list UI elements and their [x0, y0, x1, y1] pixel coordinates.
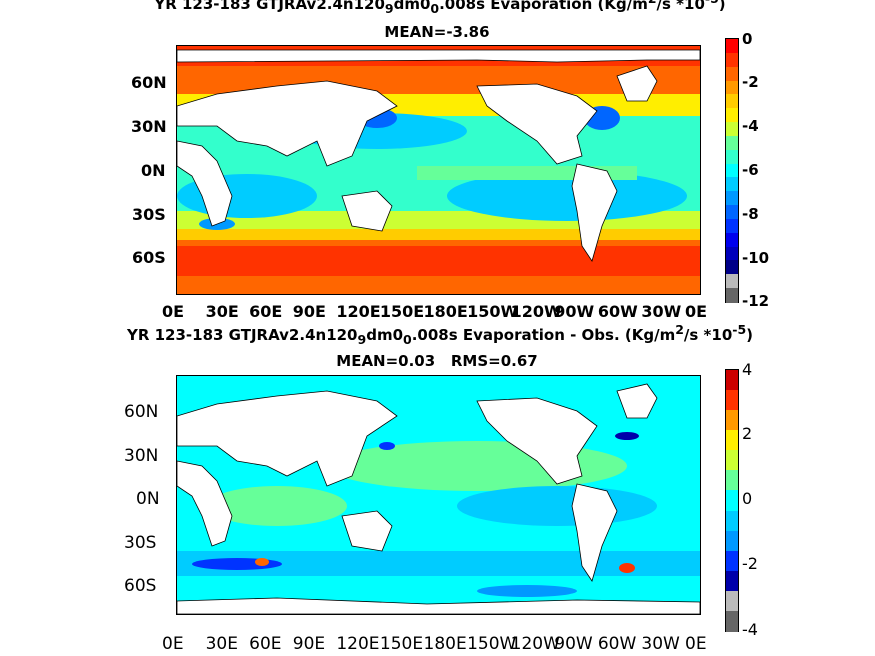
- lon-tick: 30W: [641, 634, 680, 654]
- colorbar: [725, 38, 739, 303]
- colorbar: [725, 369, 739, 632]
- colorbar-segment: [726, 246, 738, 262]
- colorbar-segment: [726, 490, 738, 512]
- colorbar-tick: 2: [742, 424, 753, 443]
- colorbar-segment: [726, 232, 738, 248]
- panel1-title: YR 123-183 GTJRAv2.4n1209dm00.008s Evapo…: [154, 0, 726, 16]
- colorbar-segment: [726, 205, 738, 220]
- colorbar-segment: [726, 94, 738, 109]
- colorbar-segment: [726, 108, 738, 123]
- colorbar-segment: [726, 450, 738, 472]
- lat-tick-30n: 30N: [131, 117, 167, 136]
- evaporation-map: [176, 45, 701, 295]
- panel2-subtitle: MEAN=0.03 RMS=0.67: [336, 352, 538, 370]
- lon-tick: 60E: [249, 634, 282, 654]
- colorbar-segment: [726, 218, 738, 234]
- lat-tick-60s: 60S: [132, 248, 166, 267]
- colorbar-segment: [726, 390, 738, 411]
- colorbar-tick: -4: [742, 620, 758, 639]
- colorbar-segment: [726, 288, 738, 303]
- colorbar-segment: [726, 177, 738, 193]
- evaporation-bias-map: [176, 375, 701, 615]
- panel1-subtitle: MEAN=-3.86: [384, 23, 490, 41]
- colorbar-segment: [726, 274, 738, 289]
- colorbar-segment: [726, 149, 738, 165]
- lon-tick: 30E: [205, 302, 239, 321]
- colorbar-segment: [726, 470, 738, 492]
- colorbar-segment: [726, 80, 738, 96]
- lon-tick: 120E: [336, 634, 380, 654]
- lat-tick-30n: 30N: [124, 446, 159, 466]
- lon-tick: 90W: [554, 302, 595, 321]
- lon-tick: 180E: [423, 302, 468, 321]
- colorbar-segment: [726, 410, 738, 431]
- colorbar-segment: [726, 135, 738, 151]
- colorbar-tick: -6: [742, 161, 759, 179]
- lon-tick: 60W: [597, 634, 637, 654]
- lon-tick: 30W: [641, 302, 682, 321]
- colorbar-tick: -2: [742, 73, 759, 91]
- lon-tick: 120W: [510, 302, 562, 321]
- colorbar-tick: -12: [742, 292, 770, 310]
- lat-tick-60s: 60S: [124, 576, 157, 596]
- colorbar-segment: [726, 191, 738, 206]
- colorbar-segment: [726, 122, 738, 137]
- colorbar-segment: [726, 590, 738, 612]
- colorbar-tick: 0: [742, 489, 753, 508]
- lon-tick: 0E: [685, 302, 708, 321]
- lat-tick-0n: 0N: [136, 489, 160, 509]
- lon-tick: 0E: [685, 634, 707, 654]
- colorbar-segment: [726, 260, 738, 276]
- lon-tick: 150E: [379, 634, 424, 654]
- colorbar-segment: [726, 530, 738, 552]
- colorbar-tick: -8: [742, 205, 759, 223]
- colorbar-tick: 4: [742, 360, 753, 379]
- colorbar-tick: -2: [742, 554, 758, 573]
- lon-tick: 180E: [423, 634, 467, 654]
- colorbar-segment: [726, 370, 738, 391]
- lon-tick: 60W: [597, 302, 638, 321]
- lon-tick: 150W: [467, 634, 517, 654]
- colorbar-segment: [726, 550, 738, 572]
- lat-tick-60n: 60N: [124, 402, 159, 422]
- colorbar-segment: [726, 66, 738, 82]
- lat-tick-60n: 60N: [131, 73, 167, 92]
- evaporation-bias-field: [177, 376, 700, 614]
- lat-tick-30s: 30S: [132, 205, 166, 224]
- lon-tick: 0E: [162, 634, 184, 654]
- lon-tick: 120E: [336, 302, 381, 321]
- lat-tick-0n: 0N: [141, 161, 166, 180]
- colorbar-segment: [726, 430, 738, 452]
- lon-tick: 90E: [292, 634, 326, 654]
- colorbar-segment: [726, 52, 738, 68]
- evaporation-field: [177, 46, 700, 294]
- colorbar-tick: -4: [742, 117, 759, 135]
- lat-tick-30s: 30S: [124, 533, 157, 553]
- colorbar-segment: [726, 510, 738, 532]
- lon-tick: 90W: [554, 634, 593, 654]
- lon-tick: 150W: [467, 302, 519, 321]
- lon-tick: 60E: [249, 302, 283, 321]
- colorbar-segment: [726, 39, 738, 54]
- panel2-title: YR 123-183 GTJRAv2.4n1209dm00.008s Evapo…: [126, 322, 754, 347]
- lon-tick: 90E: [292, 302, 326, 321]
- colorbar-segment: [726, 163, 738, 179]
- lon-tick: 150E: [379, 302, 425, 321]
- lon-tick: 0E: [162, 302, 185, 321]
- colorbar-tick: -10: [742, 249, 770, 267]
- lon-tick: 30E: [205, 634, 238, 654]
- colorbar-tick: 0: [742, 30, 753, 48]
- colorbar-segment: [726, 610, 738, 632]
- lon-tick: 120W: [510, 634, 560, 654]
- colorbar-segment: [726, 570, 738, 592]
